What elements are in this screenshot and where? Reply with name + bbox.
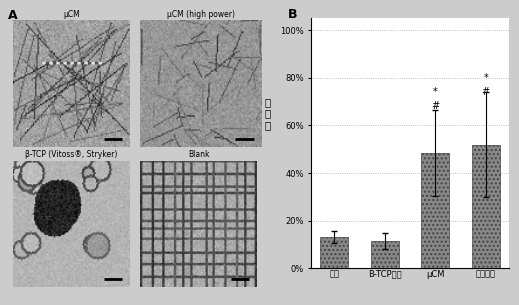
Text: B: B: [288, 8, 297, 21]
Text: Blank: Blank: [188, 150, 209, 160]
Bar: [371, 241, 399, 268]
Text: β-TCP (Vitoss®, Stryker): β-TCP (Vitoss®, Stryker): [25, 150, 117, 160]
Bar: [320, 237, 348, 268]
Text: A: A: [8, 9, 18, 22]
Y-axis label: 新
生
骨: 新 生 骨: [265, 97, 271, 130]
Bar: [421, 153, 449, 268]
Text: μCM (high power): μCM (high power): [167, 10, 235, 19]
Text: #: #: [482, 87, 490, 97]
Text: *: *: [433, 87, 438, 97]
Text: *: *: [483, 73, 488, 83]
Bar: [472, 145, 500, 268]
Text: μCM: μCM: [63, 10, 80, 19]
Text: #: #: [431, 101, 439, 111]
